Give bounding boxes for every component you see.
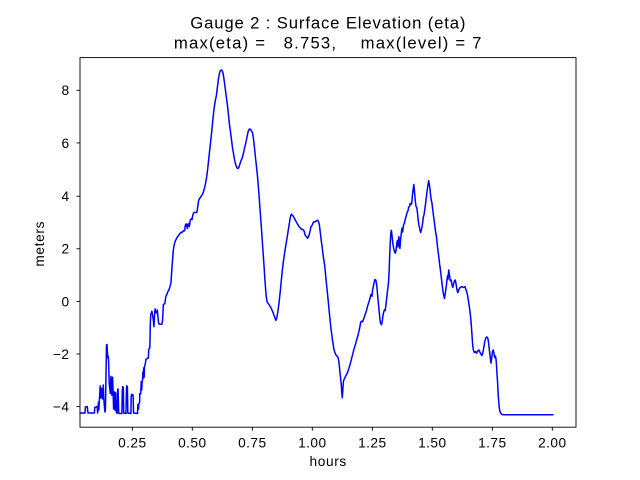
svg-text:1.75: 1.75 — [478, 436, 506, 451]
svg-text:8: 8 — [61, 83, 69, 98]
svg-text:0.75: 0.75 — [238, 436, 266, 451]
svg-text:6: 6 — [61, 136, 69, 151]
svg-text:0.25: 0.25 — [118, 436, 146, 451]
svg-text:hours: hours — [309, 454, 347, 469]
svg-text:2: 2 — [61, 242, 69, 257]
svg-text:1.50: 1.50 — [418, 436, 446, 451]
svg-text:4: 4 — [61, 189, 69, 204]
svg-text:−4: −4 — [53, 400, 70, 415]
svg-text:max(eta) = 8.753, max(lev: max(eta) = 8.753, max(level) = 7 — [174, 34, 483, 53]
svg-text:1.25: 1.25 — [358, 436, 386, 451]
svg-text:0: 0 — [61, 294, 69, 309]
svg-text:2.00: 2.00 — [538, 436, 566, 451]
svg-text:−2: −2 — [53, 347, 70, 362]
svg-text:Gauge 2 : Surface Elevation (e: Gauge 2 : Surface Elevation (eta) — [190, 14, 466, 33]
svg-text:1.00: 1.00 — [298, 436, 326, 451]
svg-text:0.50: 0.50 — [178, 436, 206, 451]
svg-text:meters: meters — [32, 221, 47, 267]
